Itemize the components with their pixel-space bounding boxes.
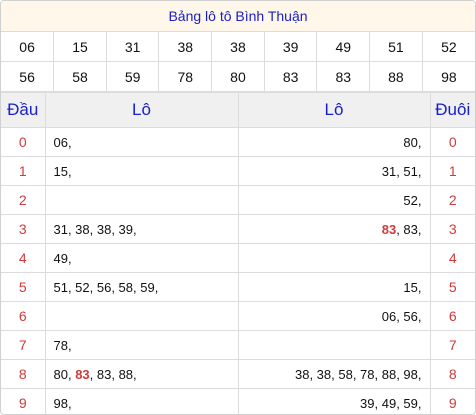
lo-text: 15, [53,163,72,179]
lo-text: 39, 49, 59, [360,395,422,411]
table-row: 2 52, 2 [1,185,475,215]
lo-text: 31, 38, 38, 39, [53,221,137,237]
lo-text: 52, [403,192,422,208]
table-row: 6 06, 56, 6 [1,301,475,331]
lo-right-cell: 38, 38, 58, 78, 88, 98, [237,359,431,389]
number-cell: 15 [53,32,107,62]
lo-right-cell: 83, 83, [237,214,431,244]
header-lo-left: Lô [44,92,239,128]
dau-cell: 7 [1,330,46,360]
lo-text: 78, [53,337,72,353]
lo-left-cell: 78, [44,330,239,360]
number-cell: 38 [211,32,265,62]
lo-text: 31, 51, [381,163,422,179]
dau-cell: 0 [1,127,46,157]
number-cell: 83 [316,61,371,92]
lo-right-cell [237,330,431,360]
number-cell: 58 [53,61,107,92]
duoi-cell: 6 [429,301,475,331]
duoi-cell: 7 [429,330,475,360]
header-duoi: Đuôi [429,92,475,128]
lo-right-cell: 80, [237,127,431,157]
numbers-grid: 06 15 31 38 38 39 49 51 52 56 58 59 78 80 83 83 88 98 [1,32,475,92]
numbers-row-1: 06 15 31 38 38 39 49 51 52 [1,32,475,62]
table-row: 5 51, 52, 56, 58, 59, 15, 5 [1,272,475,302]
lo-text: 38, 38, 58, 78, 88, 98, [295,366,422,382]
lo-left-cell [44,301,239,331]
lo-left-cell: 06, [44,127,239,157]
duoi-cell: 5 [429,272,475,302]
lo-text: 80, [403,134,422,150]
duoi-cell: 3 [429,214,475,244]
board-title: Bảng lô tô Bình Thuận [1,1,475,32]
lo-text: , 83, [396,221,422,237]
duoi-cell: 0 [429,127,475,157]
table-row: 1 15, 31, 51, 1 [1,156,475,186]
table-row: 4 49, 4 [1,243,475,273]
lo-left-cell: 80, 83, 83, 88, [44,359,239,389]
dau-cell: 2 [1,185,46,215]
dau-cell: 8 [1,359,46,389]
lo-text: 80, [53,366,76,382]
header-dau: Đầu [1,92,46,128]
lo-right-cell: 31, 51, [237,156,431,186]
lo-right-cell: 15, [237,272,431,302]
lo-text: , 83, 88, [89,366,137,382]
highlighted-number: 83 [75,366,90,382]
number-cell: 56 [1,61,55,92]
lo-text: 49, [53,250,72,266]
dau-cell: 9 [1,388,46,414]
lo-left-cell: 51, 52, 56, 58, 59, [44,272,239,302]
number-cell: 52 [421,32,475,62]
number-cell: 88 [369,61,423,92]
duoi-cell: 8 [429,359,475,389]
highlighted-number: 83 [381,221,397,237]
lo-left-cell [44,185,239,215]
lo-text: 06, [53,134,72,150]
table-row: 3 31, 38, 38, 39, 83, 83, 3 [1,214,475,244]
number-cell: 78 [158,61,213,92]
loto-header-row: Đầu Lô Lô Đuôi [1,92,475,128]
lo-left-cell: 31, 38, 38, 39, [44,214,239,244]
lo-left-cell: 15, [44,156,239,186]
lo-left-cell: 49, [44,243,239,273]
lo-text: 51, 52, 56, 58, 59, [53,279,159,295]
duoi-cell: 1 [429,156,475,186]
lo-right-cell: 39, 49, 59, [237,388,431,414]
lo-text: 06, 56, [381,308,422,324]
duoi-cell: 9 [429,388,475,414]
header-lo-right: Lô [237,92,431,128]
number-cell: 06 [1,32,55,62]
number-cell: 59 [105,61,160,92]
loto-rows: 0 06, 80, 0 1 15, 31, 51, 1 2 52, 2 3 31, 38, 38, 39… [1,127,475,414]
dau-cell: 6 [1,301,46,331]
numbers-row-2: 56 58 59 78 80 83 83 88 98 [1,61,475,92]
number-cell: 80 [211,61,265,92]
lo-right-cell [237,243,431,273]
lo-text: 98, [53,395,72,411]
number-cell: 39 [263,32,318,62]
number-cell: 51 [369,32,423,62]
table-row: 9 98, 39, 49, 59, 9 [1,388,475,414]
dau-cell: 5 [1,272,46,302]
number-cell: 83 [263,61,318,92]
loto-table: Đầu Lô Lô Đuôi 0 06, 80, 0 1 15, 31, 51, 1 2 52, 2… [1,92,475,414]
dau-cell: 1 [1,156,46,186]
duoi-cell: 2 [429,185,475,215]
dau-cell: 3 [1,214,46,244]
lo-right-cell: 06, 56, [237,301,431,331]
number-cell: 31 [105,32,160,62]
number-cell: 49 [316,32,371,62]
table-row: 0 06, 80, 0 [1,127,475,157]
lo-left-cell: 98, [44,388,239,414]
number-cell: 38 [158,32,213,62]
duoi-cell: 4 [429,243,475,273]
lo-text: 15, [403,279,422,295]
table-row: 8 80, 83, 83, 88, 38, 38, 58, 78, 88, 98, 8 [1,359,475,389]
lo-right-cell: 52, [237,185,431,215]
number-cell: 98 [421,61,475,92]
dau-cell: 4 [1,243,46,273]
table-row: 7 78, 7 [1,330,475,360]
